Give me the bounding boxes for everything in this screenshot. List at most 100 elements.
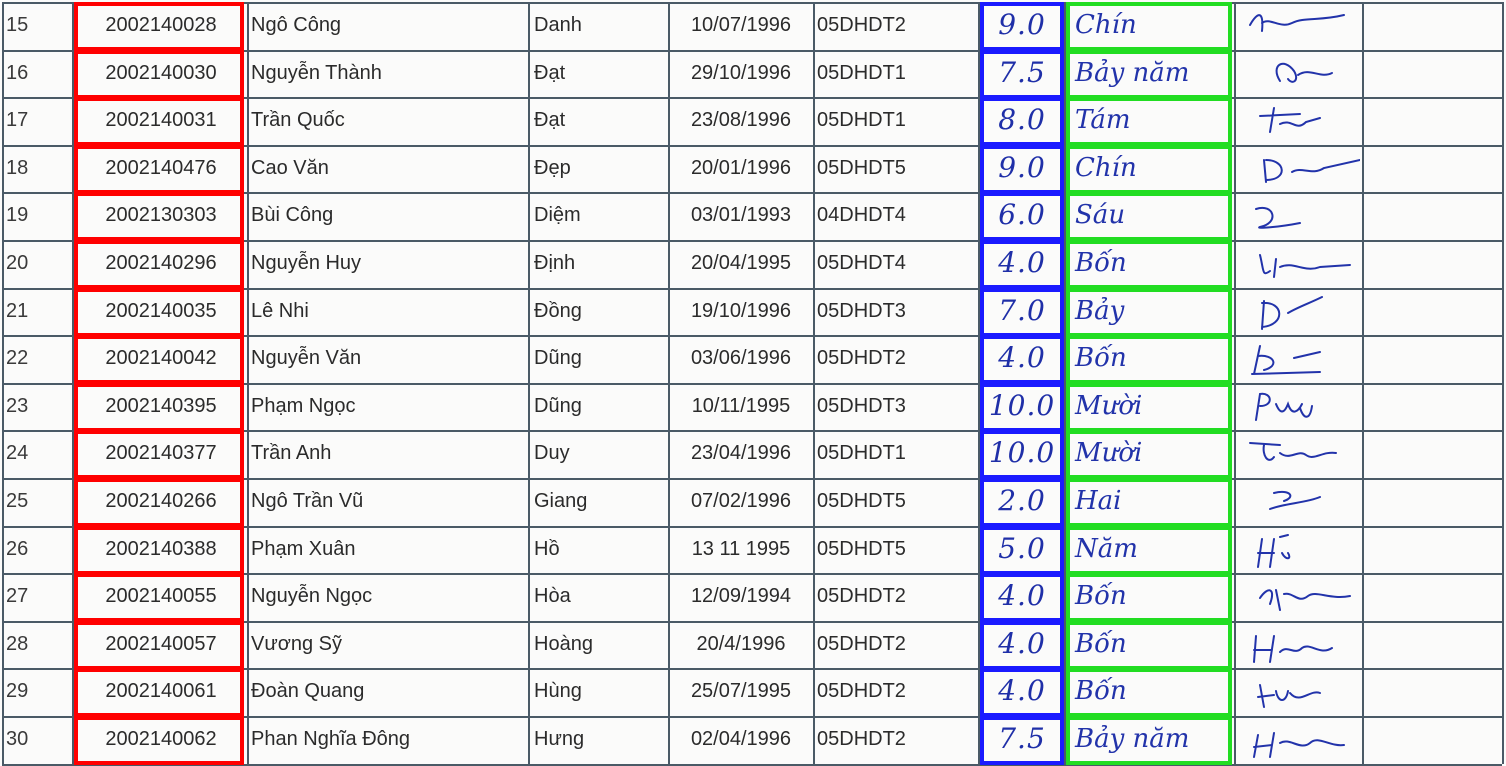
given-name: Đạt xyxy=(534,62,566,84)
date-of-birth: 29/10/1996 xyxy=(690,62,792,84)
family-name: Cao Văn xyxy=(251,157,329,179)
row-number: 16 xyxy=(6,62,29,84)
grid-vline xyxy=(528,2,530,764)
family-name: Trần Quốc xyxy=(251,109,345,131)
date-of-birth: 20/4/1996 xyxy=(696,633,786,655)
score-in-words: Tám xyxy=(1075,105,1131,135)
given-name: Hưng xyxy=(534,728,585,750)
class-code: 05DHDT1 xyxy=(817,62,906,84)
row-number: 25 xyxy=(6,490,29,512)
grid-vline xyxy=(1502,2,1504,764)
class-code: 05DHDT1 xyxy=(817,442,906,464)
handwritten-signature-icon xyxy=(1240,241,1360,285)
student-id: 2002140057 xyxy=(105,633,217,655)
score-words-highlight-box xyxy=(1066,716,1232,765)
date-of-birth: 23/08/1996 xyxy=(690,109,792,131)
date-of-birth: 03/01/1993 xyxy=(690,204,792,226)
grid-hline xyxy=(2,764,1502,766)
row-number: 18 xyxy=(6,157,29,179)
student-id-highlight-box xyxy=(74,2,244,51)
grid-hline xyxy=(2,621,1502,623)
row-number: 23 xyxy=(6,395,29,417)
row-number: 29 xyxy=(6,680,29,702)
student-id: 2002140042 xyxy=(105,347,217,369)
score-number: 7.5 xyxy=(998,722,1046,755)
student-id-highlight-box xyxy=(74,573,244,622)
date-of-birth: 12/09/1994 xyxy=(690,585,792,607)
score-words-highlight-box xyxy=(1066,573,1232,622)
student-id-highlight-box xyxy=(74,335,244,384)
signature-stroke xyxy=(1257,684,1321,708)
grid-vline xyxy=(668,2,670,764)
score-number: 4.0 xyxy=(998,246,1046,279)
score-highlight-box xyxy=(980,240,1064,289)
grid-hline xyxy=(2,288,1502,290)
student-id: 2002130303 xyxy=(105,204,217,226)
family-name: Bùi Công xyxy=(251,204,334,226)
grid-hline xyxy=(2,478,1502,480)
family-name: Nguyễn Huy xyxy=(251,252,362,274)
given-name: Đạt xyxy=(534,109,566,131)
grid-vline xyxy=(2,2,4,764)
score-number: 7.0 xyxy=(998,294,1046,327)
row-number: 15 xyxy=(6,14,29,36)
score-number: 10.0 xyxy=(988,389,1056,422)
signature-stroke xyxy=(1261,296,1323,330)
score-in-words: Năm xyxy=(1075,534,1138,564)
row-number: 28 xyxy=(6,633,29,655)
family-name: Trần Anh xyxy=(251,442,332,464)
handwritten-signature-icon xyxy=(1240,431,1360,475)
score-highlight-box xyxy=(980,478,1064,527)
score-words-highlight-box xyxy=(1066,335,1232,384)
given-name: Dũng xyxy=(534,347,582,369)
score-in-words: Bốn xyxy=(1075,248,1127,278)
score-highlight-box xyxy=(980,192,1064,241)
student-id: 2002140395 xyxy=(105,395,217,417)
handwritten-signature-icon xyxy=(1240,479,1360,523)
signature-stroke xyxy=(1255,206,1301,229)
student-id-highlight-box xyxy=(74,192,244,241)
given-name: Duy xyxy=(534,442,570,464)
row-number: 19 xyxy=(6,204,29,226)
student-id-highlight-box xyxy=(74,97,244,146)
score-number: 6.0 xyxy=(998,198,1046,231)
date-of-birth: 10/07/1996 xyxy=(690,14,792,36)
student-id-highlight-box xyxy=(74,716,244,765)
grid-vline xyxy=(1234,2,1236,764)
grid-hline xyxy=(2,526,1502,528)
given-name: Định xyxy=(534,252,576,274)
grid-hline xyxy=(2,573,1502,575)
given-name: Hoàng xyxy=(534,633,593,655)
grid-hline xyxy=(2,430,1502,432)
family-name: Đoàn Quang xyxy=(251,680,365,702)
handwritten-signature-icon xyxy=(1240,51,1360,95)
student-id-highlight-box xyxy=(74,668,244,717)
class-code: 05DHDT4 xyxy=(817,252,906,274)
handwritten-signature-icon xyxy=(1240,717,1360,761)
class-code: 05DHDT5 xyxy=(817,490,906,512)
grid-hline xyxy=(2,50,1502,52)
score-words-highlight-box xyxy=(1066,97,1232,146)
student-id: 2002140296 xyxy=(105,252,217,274)
grid-vline xyxy=(813,2,815,764)
score-in-words: Mười xyxy=(1075,438,1143,468)
grid-vline xyxy=(72,2,74,764)
date-of-birth: 20/04/1995 xyxy=(690,252,792,274)
class-code: 05DHDT2 xyxy=(817,728,906,750)
class-code: 05DHDT5 xyxy=(817,538,906,560)
family-name: Phan Nghĩa Đông xyxy=(251,728,411,750)
score-in-words: Bảy xyxy=(1075,296,1125,326)
score-in-words: Chín xyxy=(1075,10,1137,40)
date-of-birth: 23/04/1996 xyxy=(690,442,792,464)
row-number: 17 xyxy=(6,109,29,131)
class-code: 05DHDT2 xyxy=(817,633,906,655)
student-id: 2002140030 xyxy=(105,62,217,84)
student-id: 2002140476 xyxy=(105,157,217,179)
score-number: 10.0 xyxy=(988,436,1056,469)
class-code: 05DHDT3 xyxy=(817,395,906,417)
signature-stroke xyxy=(1255,392,1313,421)
grid-vline xyxy=(1362,2,1364,764)
date-of-birth: 20/01/1996 xyxy=(690,157,792,179)
family-name: Phạm Ngọc xyxy=(251,395,356,417)
score-highlight-box xyxy=(980,716,1064,765)
